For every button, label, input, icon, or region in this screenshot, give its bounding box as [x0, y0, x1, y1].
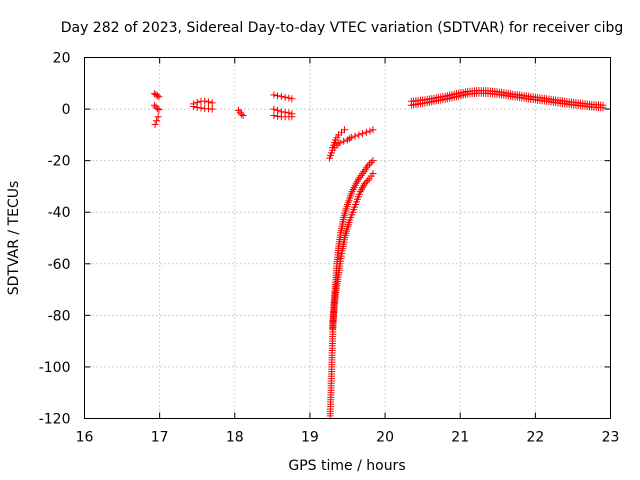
- series-arc-18.1: [235, 106, 247, 119]
- y-axis-ticks: 20 0 -20 -40 -60 -80 -100 -120: [39, 51, 611, 428]
- plot-frame: [84, 57, 611, 419]
- y-tick-label: -60: [48, 257, 71, 273]
- x-tick-label: 22: [526, 430, 544, 446]
- plus-markers: [151, 113, 162, 128]
- plus-markers: [150, 101, 163, 114]
- x-tick-label: 17: [151, 430, 169, 446]
- series-arc-20-23-lower: [407, 89, 607, 112]
- series-arc-18.6c: [270, 112, 296, 121]
- series-arc-17.0a: [150, 90, 163, 101]
- x-tick-label: 23: [602, 430, 620, 446]
- plus-markers: [150, 90, 163, 101]
- data-points: [150, 87, 607, 420]
- series-arc-17.0c: [151, 113, 162, 128]
- x-axis-ticks: 16 17 18 19 20 21 22 23: [76, 57, 620, 446]
- x-tick-label: 20: [376, 430, 394, 446]
- y-tick-label: -20: [48, 154, 71, 170]
- y-axis-label: SDTVAR / TECUs: [6, 181, 22, 296]
- chart-title: Day 282 of 2023, Sidereal Day-to-day VTE…: [61, 20, 624, 36]
- y-tick-label: 0: [62, 102, 71, 118]
- series-arc-17.6b: [190, 103, 216, 113]
- plus-markers: [235, 106, 247, 119]
- y-tick-label: -80: [48, 308, 71, 324]
- series-arc-17.0b: [150, 101, 163, 114]
- series-arc-19.3b: [329, 126, 348, 152]
- y-tick-label: -100: [39, 360, 71, 376]
- x-tick-label: 18: [226, 430, 244, 446]
- y-tick-label: 20: [53, 51, 71, 67]
- plus-markers: [407, 89, 607, 112]
- x-tick-label: 21: [451, 430, 469, 446]
- x-tick-label: 19: [301, 430, 319, 446]
- plus-markers: [190, 103, 216, 113]
- y-tick-label: -40: [48, 205, 71, 221]
- series-arc-19.6: [329, 170, 377, 332]
- series-arc-18.6a: [270, 91, 296, 103]
- x-axis-label: GPS time / hours: [288, 458, 405, 474]
- plus-markers: [329, 126, 348, 152]
- x-tick-label: 16: [76, 430, 94, 446]
- plus-markers: [270, 112, 296, 121]
- y-tick-label: -120: [39, 412, 71, 428]
- grid: [84, 57, 611, 419]
- plus-markers: [329, 170, 377, 332]
- plus-markers: [270, 91, 296, 103]
